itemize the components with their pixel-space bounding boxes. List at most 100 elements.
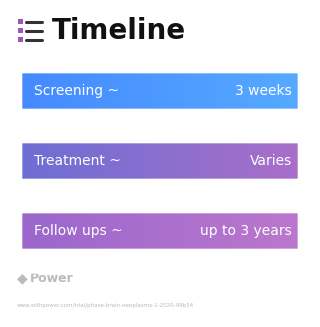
Bar — [188, 65, 190, 117]
Bar — [232, 65, 234, 117]
Text: www.withpower.com/trial/phase-brain-neoplasms-1-2020-99b34: www.withpower.com/trial/phase-brain-neop… — [17, 302, 194, 307]
Bar — [195, 65, 197, 117]
Bar — [154, 65, 156, 117]
Bar — [153, 205, 155, 257]
Bar — [102, 135, 104, 187]
Bar — [204, 135, 206, 187]
Bar — [214, 135, 216, 187]
Bar — [109, 135, 111, 187]
Bar — [33, 205, 35, 257]
Bar — [230, 205, 232, 257]
Bar — [56, 205, 58, 257]
Bar — [43, 205, 45, 257]
Bar — [110, 65, 112, 117]
Bar — [69, 135, 71, 187]
Bar — [240, 135, 242, 187]
Bar — [80, 65, 82, 117]
Bar — [141, 205, 143, 257]
Bar — [72, 135, 74, 187]
Bar — [20, 135, 22, 187]
Bar — [17, 65, 19, 117]
Bar — [212, 65, 214, 117]
Bar — [62, 65, 64, 117]
Bar — [224, 135, 226, 187]
Bar — [55, 65, 57, 117]
Bar — [194, 135, 196, 187]
Bar — [207, 135, 209, 187]
Bar — [258, 135, 260, 187]
Bar — [199, 65, 201, 117]
Bar — [33, 135, 35, 187]
Bar — [145, 135, 148, 187]
Bar — [112, 65, 114, 117]
Bar — [294, 65, 296, 117]
Bar — [293, 205, 295, 257]
Bar — [116, 65, 118, 117]
Bar — [219, 65, 220, 117]
Bar — [147, 135, 149, 187]
Bar — [119, 65, 121, 117]
Bar — [36, 65, 38, 117]
Bar — [97, 65, 99, 117]
Bar — [37, 205, 39, 257]
Bar — [46, 205, 48, 257]
Bar — [100, 65, 102, 117]
Bar — [87, 65, 89, 117]
Bar — [267, 205, 268, 257]
Bar — [113, 65, 115, 117]
Bar — [269, 135, 271, 187]
Bar — [253, 65, 255, 117]
Bar — [100, 135, 102, 187]
Bar — [132, 65, 134, 117]
Bar — [267, 65, 268, 117]
Bar — [285, 65, 287, 117]
Bar — [84, 65, 86, 117]
Bar — [256, 205, 258, 257]
Bar — [173, 135, 175, 187]
Bar — [145, 65, 148, 117]
Bar — [17, 205, 19, 257]
Bar — [239, 65, 241, 117]
Bar — [205, 135, 207, 187]
Bar — [297, 65, 299, 117]
Bar — [17, 135, 19, 187]
Bar — [49, 135, 51, 187]
Bar — [305, 65, 307, 117]
Bar — [248, 205, 250, 257]
Text: Timeline: Timeline — [52, 17, 186, 45]
Bar — [77, 65, 79, 117]
Bar — [40, 205, 42, 257]
Bar — [53, 205, 55, 257]
Bar — [55, 205, 57, 257]
Bar — [59, 135, 61, 187]
Bar — [235, 135, 236, 187]
Bar — [186, 135, 188, 187]
Bar — [170, 65, 172, 117]
Bar — [185, 65, 187, 117]
Bar — [252, 205, 254, 257]
Bar — [300, 135, 302, 187]
Bar — [223, 135, 225, 187]
Bar — [253, 135, 255, 187]
Bar — [129, 135, 131, 187]
Bar — [124, 65, 125, 117]
Bar — [105, 205, 107, 257]
Bar — [51, 205, 52, 257]
Bar — [90, 205, 92, 257]
Bar — [283, 205, 284, 257]
Bar — [183, 205, 185, 257]
Bar — [157, 135, 159, 187]
Bar — [293, 65, 295, 117]
Bar — [255, 135, 257, 187]
Bar — [147, 205, 149, 257]
Bar — [83, 65, 84, 117]
Text: Treatment ~: Treatment ~ — [34, 154, 121, 168]
Bar — [39, 205, 41, 257]
Bar — [217, 65, 219, 117]
Bar — [43, 65, 45, 117]
Bar — [182, 135, 184, 187]
Bar — [42, 65, 44, 117]
Bar — [303, 205, 305, 257]
Bar — [303, 65, 305, 117]
Bar — [271, 135, 273, 187]
